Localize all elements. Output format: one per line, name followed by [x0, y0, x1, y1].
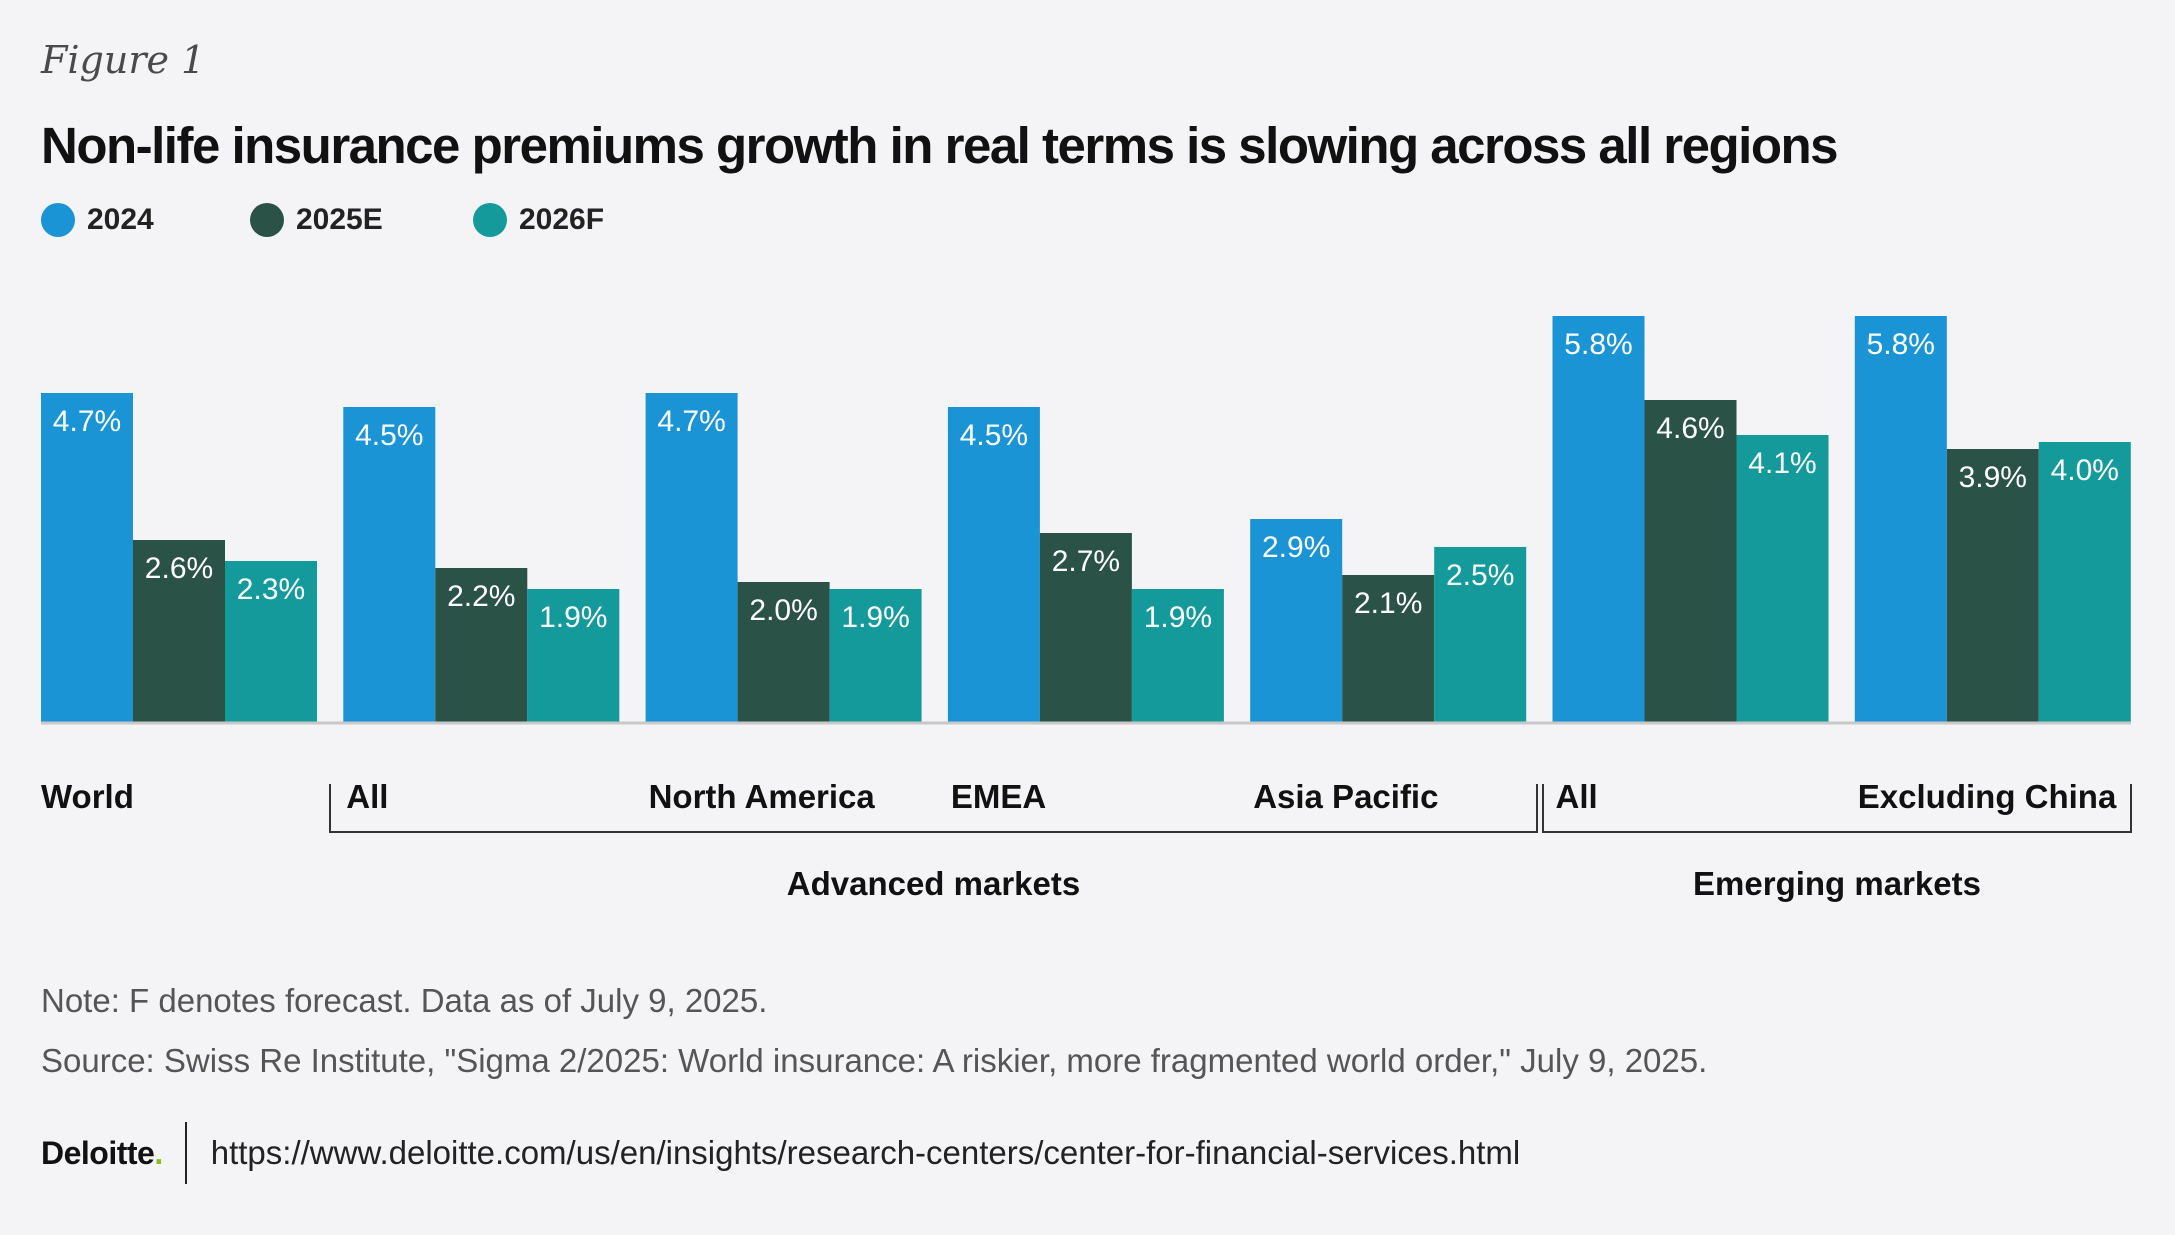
- chart-title: Non-life insurance premiums growth in re…: [41, 117, 1839, 174]
- legend-swatch-2026f: [473, 203, 507, 237]
- data-label-2024-0: 4.7%: [53, 405, 121, 438]
- bar-2026f-0: [225, 561, 317, 722]
- bar-2025e-5: [1644, 400, 1737, 722]
- category-label-2: North America: [649, 778, 876, 815]
- data-label-2024-4: 2.9%: [1262, 531, 1330, 564]
- data-label-2026f-1: 1.9%: [539, 601, 607, 634]
- footer: Deloitte. https://www.deloitte.com/us/en…: [41, 1120, 1520, 1186]
- bar-2025e-1: [435, 568, 528, 722]
- data-label-2024-6: 5.8%: [1867, 328, 1935, 361]
- data-label-2025e-1: 2.2%: [447, 580, 515, 613]
- category-label-3: EMEA: [951, 778, 1046, 815]
- bar-2024-5: [1552, 316, 1645, 722]
- data-label-2024-2: 4.7%: [657, 405, 725, 438]
- bar-2025e-6: [1946, 449, 2039, 722]
- bar-2024-1: [343, 407, 436, 722]
- data-label-2026f-0: 2.3%: [237, 573, 305, 606]
- category-label-4: Asia Pacific: [1253, 778, 1438, 815]
- data-label-2025e-2: 2.0%: [749, 594, 817, 627]
- legend-swatch-2025e: [250, 203, 284, 237]
- bar-2024-4: [1250, 519, 1343, 722]
- group-bracket-0: [329, 784, 1538, 833]
- data-label-2026f-4: 2.5%: [1446, 559, 1514, 592]
- legend-label-2026f: 2026F: [519, 203, 605, 236]
- category-label-0: World: [41, 778, 134, 815]
- deloitte-logo: Deloitte.: [41, 1135, 163, 1172]
- legend-item-2026f: 2026F: [473, 203, 604, 237]
- logo-dot: .: [154, 1134, 163, 1171]
- legend-item-2024: 2024: [41, 203, 154, 237]
- data-label-2024-1: 4.5%: [355, 419, 423, 452]
- data-label-2024-5: 5.8%: [1564, 328, 1632, 361]
- data-label-2026f-5: 4.1%: [1748, 447, 1816, 480]
- group-label-0: Advanced markets: [787, 865, 1080, 902]
- category-label-1: All: [346, 778, 388, 815]
- bar-2024-0: [41, 393, 133, 722]
- data-label-2025e-3: 2.7%: [1052, 545, 1120, 578]
- group-label-1: Emerging markets: [1693, 865, 1981, 902]
- source-text: Source: Swiss Re Institute, "Sigma 2/202…: [41, 1042, 1708, 1079]
- bar-2025e-0: [133, 540, 225, 722]
- legend-label-2024: 2024: [87, 203, 154, 236]
- note-text: Note: F denotes forecast. Data as of Jul…: [41, 982, 768, 1019]
- legend-label-2025e: 2025E: [296, 203, 383, 236]
- bar-chart: 4.7% 2.6% 2.3% World 4.5% 2.2% 1.9% All 4.7% 2.0%…: [41, 316, 2132, 902]
- bar-2025e-2: [737, 582, 830, 722]
- bar-2024-3: [947, 407, 1040, 722]
- group-bracket-1: [1542, 784, 2132, 833]
- bar-2026f-2: [829, 589, 922, 722]
- footer-divider: [184, 1122, 187, 1184]
- data-label-2025e-4: 2.1%: [1354, 587, 1422, 620]
- legend-swatch-2024: [41, 203, 75, 237]
- data-label-2025e-6: 3.9%: [1959, 461, 2027, 494]
- bar-2026f-6: [2038, 442, 2131, 722]
- bar-2026f-4: [1434, 547, 1527, 722]
- bar-2026f-1: [527, 589, 620, 722]
- data-label-2026f-6: 4.0%: [2051, 454, 2119, 487]
- bar-2026f-3: [1131, 589, 1224, 722]
- category-label-6: Excluding China: [1858, 778, 2117, 815]
- category-label-5: All: [1556, 778, 1598, 815]
- figure-label: Figure 1: [41, 38, 206, 82]
- bar-2025e-4: [1342, 575, 1435, 722]
- bar-2024-2: [645, 393, 738, 722]
- bar-2025e-3: [1039, 533, 1132, 722]
- legend-item-2025e: 2025E: [250, 203, 383, 237]
- bar-2024-6: [1854, 316, 1947, 722]
- bar-2026f-5: [1736, 435, 1829, 722]
- logo-text: Deloitte: [41, 1134, 155, 1171]
- data-label-2026f-3: 1.9%: [1144, 601, 1212, 634]
- data-label-2025e-5: 4.6%: [1656, 412, 1724, 445]
- source-url-link[interactable]: https://www.deloitte.com/us/en/insights/…: [210, 1134, 1521, 1171]
- data-label-2025e-0: 2.6%: [145, 552, 213, 585]
- data-label-2024-3: 4.5%: [960, 419, 1028, 452]
- data-label-2026f-2: 1.9%: [841, 601, 909, 634]
